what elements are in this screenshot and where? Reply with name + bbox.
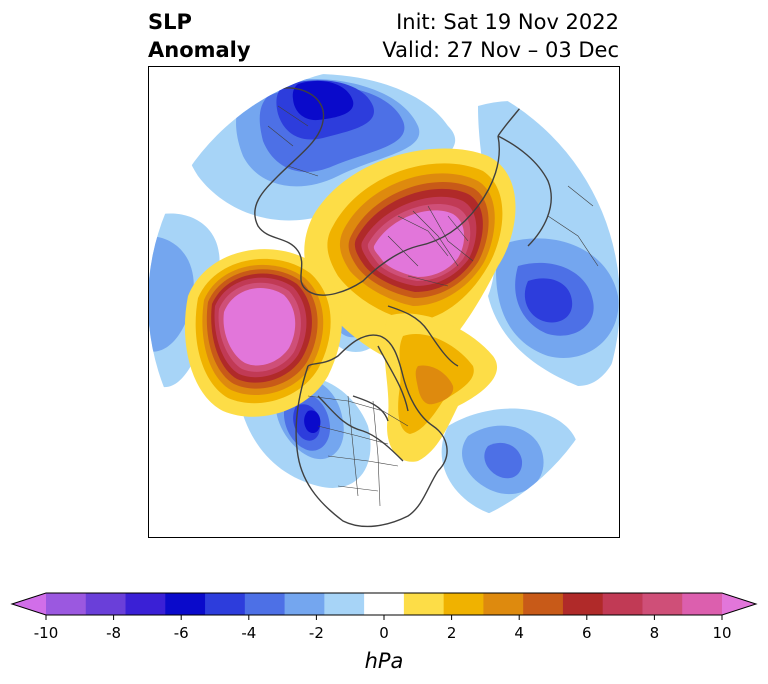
colorbar-segment [364, 593, 405, 615]
colorbar-segment [443, 593, 484, 615]
colorbar-segment [562, 593, 604, 615]
arctic-high-anomaly [304, 148, 516, 366]
colorbar-segment [523, 593, 564, 615]
pacific-high-anomaly [184, 249, 342, 417]
colorbar: -10 -8 -6 -4 -2 0 2 4 6 8 10 hPa [10, 592, 758, 673]
colorbar-tick-label: 6 [582, 624, 592, 642]
colorbar-segment [85, 593, 127, 615]
colorbar-segment [642, 593, 683, 615]
colorbar-tick-label: 8 [650, 624, 660, 642]
colorbar-segment [46, 593, 87, 615]
colorbar-segment [682, 593, 723, 615]
colorbar-tick-label: -8 [106, 624, 121, 642]
valid-range: Valid: 27 Nov – 03 Dec [382, 38, 619, 62]
colorbar-segment [483, 593, 524, 615]
forecast-dates: Init: Sat 19 Nov 2022 Valid: 27 Nov – 03… [382, 8, 619, 64]
colorbar-segment [284, 593, 325, 615]
colorbar-segments [10, 592, 758, 616]
colorbar-segment [244, 593, 286, 615]
colorbar-segment [403, 593, 445, 615]
slp-anomaly-map [148, 66, 620, 538]
colorbar-tick-label: -6 [174, 624, 189, 642]
init-date: Init: Sat 19 Nov 2022 [396, 10, 619, 34]
coastlines [254, 87, 552, 528]
colorbar-ticks: -10 -8 -6 -4 -2 0 2 4 6 8 10 [34, 615, 732, 642]
colorbar-tick-label: -4 [241, 624, 256, 642]
colorbar-segment [205, 593, 246, 615]
colorbar-extend-low [12, 593, 46, 615]
colorbar-tick-label: 4 [514, 624, 524, 642]
colorbar-extend-high [722, 593, 756, 615]
colorbar-segment [602, 593, 643, 615]
map-title: SLP Anomaly [148, 8, 251, 64]
colorbar-tick-label: -2 [309, 624, 324, 642]
colorbar-tick-label: 10 [712, 624, 731, 642]
colorbar-tick-label: 2 [447, 624, 457, 642]
colorbar-segment [324, 593, 365, 615]
political-borders [267, 105, 599, 507]
colorbar-tick-label: 0 [379, 624, 389, 642]
colorbar-unit-label: hPa [365, 649, 404, 673]
colorbar-tick-label: -10 [34, 624, 59, 642]
colorbar-segment [165, 593, 206, 615]
colorbar-segment [125, 593, 166, 615]
title-line-slp: SLP [148, 10, 192, 34]
title-line-anomaly: Anomaly [148, 38, 251, 62]
